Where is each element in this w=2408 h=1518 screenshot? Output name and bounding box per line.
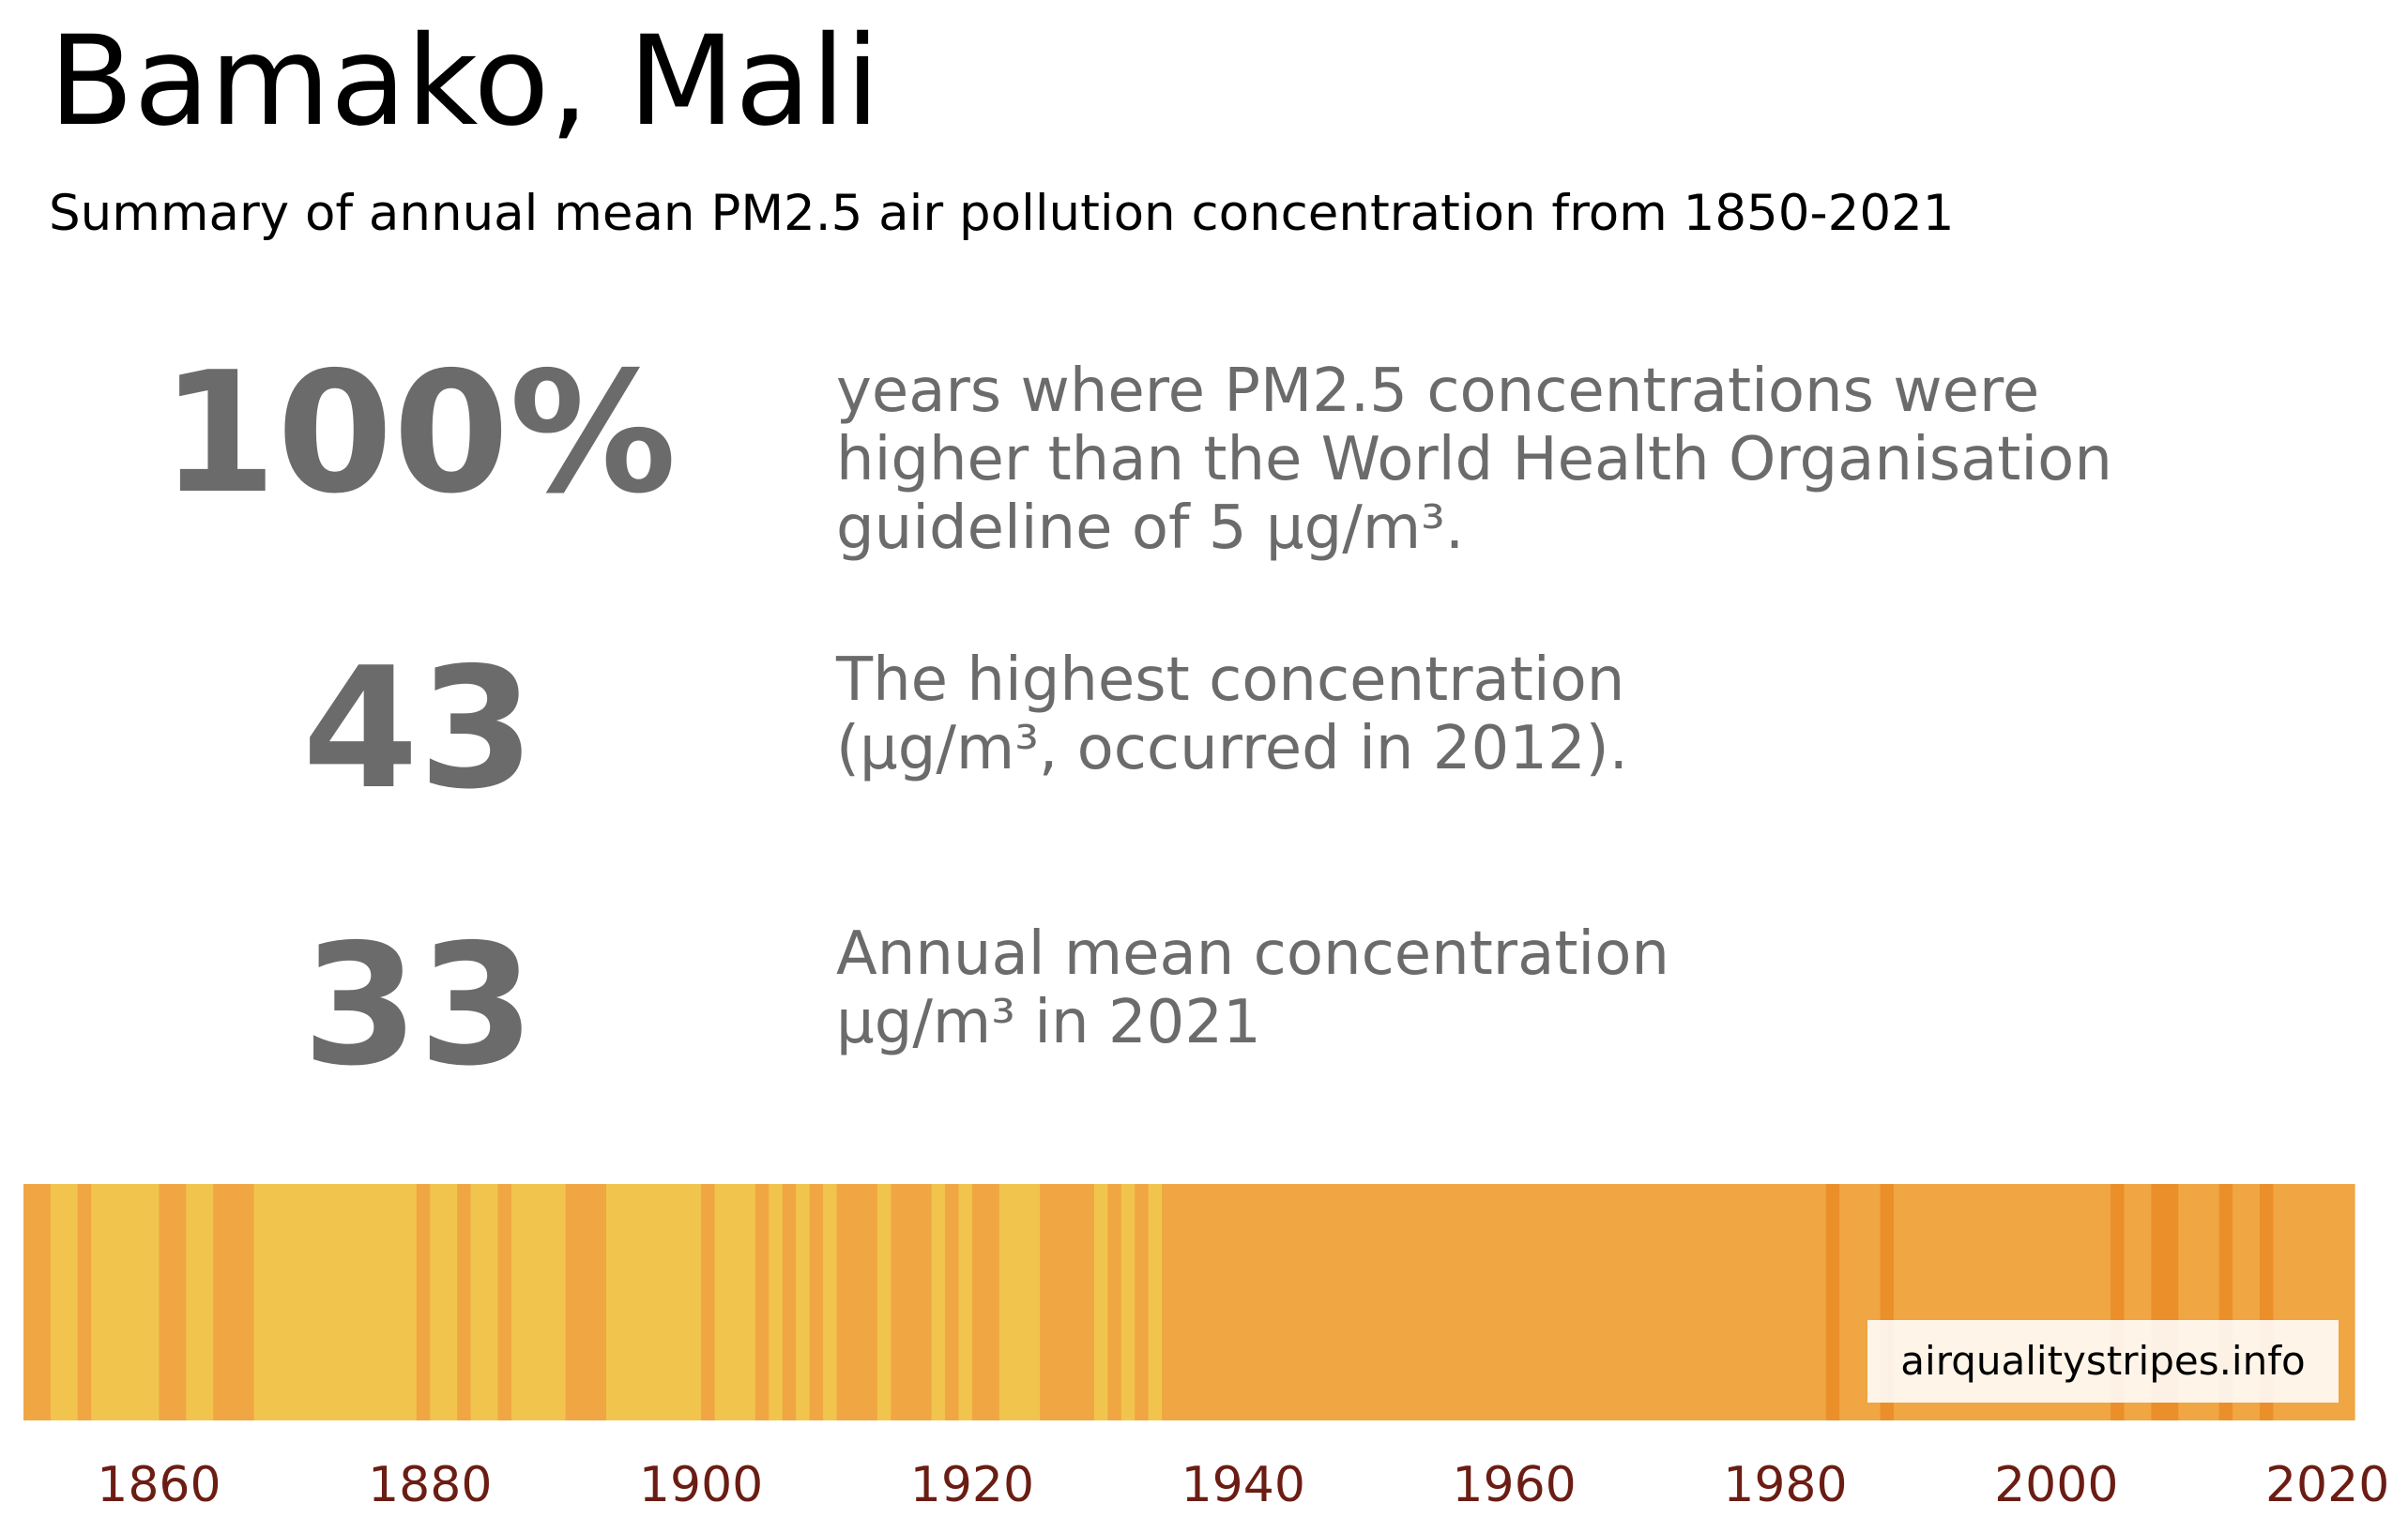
stripe-1918-1919 [945, 1184, 960, 1420]
x-tick-label: 1900 [639, 1457, 763, 1513]
stripe-1901-1904 [714, 1184, 756, 1420]
stripe-1893-1900 [606, 1184, 702, 1420]
stat-description-highest-concentration: The highest concentration (µg/m³, occurr… [836, 646, 1628, 783]
credit-link[interactable]: airqualitystripes.info [1900, 1338, 2306, 1384]
stripe-1914-1917 [891, 1184, 933, 1420]
stripe-1933-1934 [1148, 1184, 1163, 1420]
x-tick-label: 1960 [1452, 1457, 1576, 1513]
stripe-1909-1910 [823, 1184, 838, 1420]
stripe-1850-1852 [23, 1184, 52, 1420]
page-subtitle: Summary of annual mean PM2.5 air polluti… [49, 185, 1955, 242]
stat-description-annual-mean-2021: Annual mean concentration µg/m³ in 2021 [836, 920, 1669, 1057]
stat-value-years-above-guideline: 100% [160, 336, 677, 530]
stat-description-line: higher than the World Health Organisatio… [836, 425, 2112, 494]
stat-description-years-above-guideline: years where PM2.5 concentrations were hi… [836, 357, 2112, 563]
stripe-1860-1862 [159, 1184, 187, 1420]
stripe-1922-1925 [998, 1184, 1041, 1420]
stripe-1883-1885 [470, 1184, 499, 1420]
stripe-1855-1860 [91, 1184, 160, 1420]
stripe-1920-1922 [971, 1184, 1000, 1420]
stripe-1867-1879 [253, 1184, 418, 1420]
stat-description-line: guideline of 5 µg/m³. [836, 493, 1465, 563]
stripe-1925-1929 [1040, 1184, 1095, 1420]
stripe-1906-1907 [782, 1184, 797, 1420]
x-tick-label: 1920 [910, 1457, 1034, 1513]
stripe-1852-1854 [50, 1184, 79, 1420]
x-tick-label: 1940 [1181, 1457, 1305, 1513]
stripe-1864-1867 [213, 1184, 255, 1420]
stat-value-annual-mean-2021: 33 [302, 908, 535, 1102]
stripe-1880-1882 [430, 1184, 458, 1420]
stripe-1886-1890 [511, 1184, 567, 1420]
stripe-1905-1906 [769, 1184, 784, 1420]
credit-badge: airqualitystripes.info [1867, 1320, 2339, 1403]
stat-description-line: Annual mean concentration [836, 919, 1669, 989]
stripe-1907-1908 [796, 1184, 811, 1420]
stripe-1917-1918 [931, 1184, 946, 1420]
stripe-1890-1893 [565, 1184, 607, 1420]
x-axis-ticks: 1860 1880 1900 1920 1940 1960 1980 2000 2020 [97, 1457, 2389, 1513]
page-title: Bamako, Mali [49, 9, 880, 154]
stripe-1908-1909 [809, 1184, 824, 1420]
stripe-1930-1931 [1107, 1184, 1122, 1420]
stripe-1932-1933 [1135, 1184, 1150, 1420]
stripe-1983-1984 [1825, 1184, 1840, 1420]
x-tick-label: 2020 [2265, 1457, 2389, 1513]
x-tick-label: 1860 [97, 1457, 221, 1513]
x-tick-label: 2000 [1994, 1457, 2118, 1513]
stripe-1904-1905 [754, 1184, 770, 1420]
stripe-1919-1920 [958, 1184, 973, 1420]
x-tick-label: 1880 [368, 1457, 492, 1513]
stripe-1931-1932 [1120, 1184, 1135, 1420]
stripes-group [23, 1184, 2355, 1420]
stripe-1934-1983 [1162, 1184, 1827, 1420]
stat-description-line: µg/m³ in 2021 [836, 988, 1261, 1057]
stripe-1929-1930 [1093, 1184, 1108, 1420]
stat-description-line: The highest concentration [836, 645, 1625, 715]
stripe-1910-1913 [836, 1184, 878, 1420]
stat-value-highest-concentration: 43 [302, 631, 535, 826]
stripe-1882-1883 [457, 1184, 472, 1420]
stripe-1862-1864 [186, 1184, 214, 1420]
stripe-1879-1880 [416, 1184, 431, 1420]
stat-description-line: (µg/m³, occurred in 2012). [836, 714, 1628, 783]
stripe-1900-1901 [701, 1184, 716, 1420]
stripe-1854-1855 [77, 1184, 92, 1420]
stat-description-line: years where PM2.5 concentrations were [836, 357, 2040, 426]
stripe-1913-1914 [876, 1184, 892, 1420]
stripe-1885-1886 [497, 1184, 512, 1420]
x-tick-label: 1980 [1723, 1457, 1847, 1513]
